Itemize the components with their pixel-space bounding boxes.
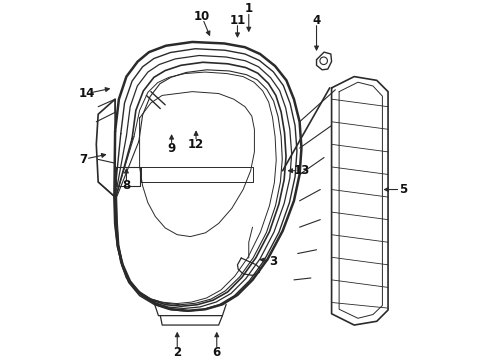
Text: 14: 14 [79,87,95,100]
Text: 1: 1 [245,2,253,15]
Text: 8: 8 [122,179,130,192]
Text: 13: 13 [294,164,310,177]
Text: 4: 4 [313,14,320,27]
Text: 11: 11 [229,14,245,27]
Text: 12: 12 [188,138,204,151]
Text: 7: 7 [79,153,87,166]
Text: 2: 2 [173,346,181,359]
Text: 6: 6 [213,346,221,359]
Text: 3: 3 [269,255,277,267]
Text: 5: 5 [399,183,407,196]
Text: 10: 10 [194,10,210,23]
Text: 9: 9 [168,141,176,154]
